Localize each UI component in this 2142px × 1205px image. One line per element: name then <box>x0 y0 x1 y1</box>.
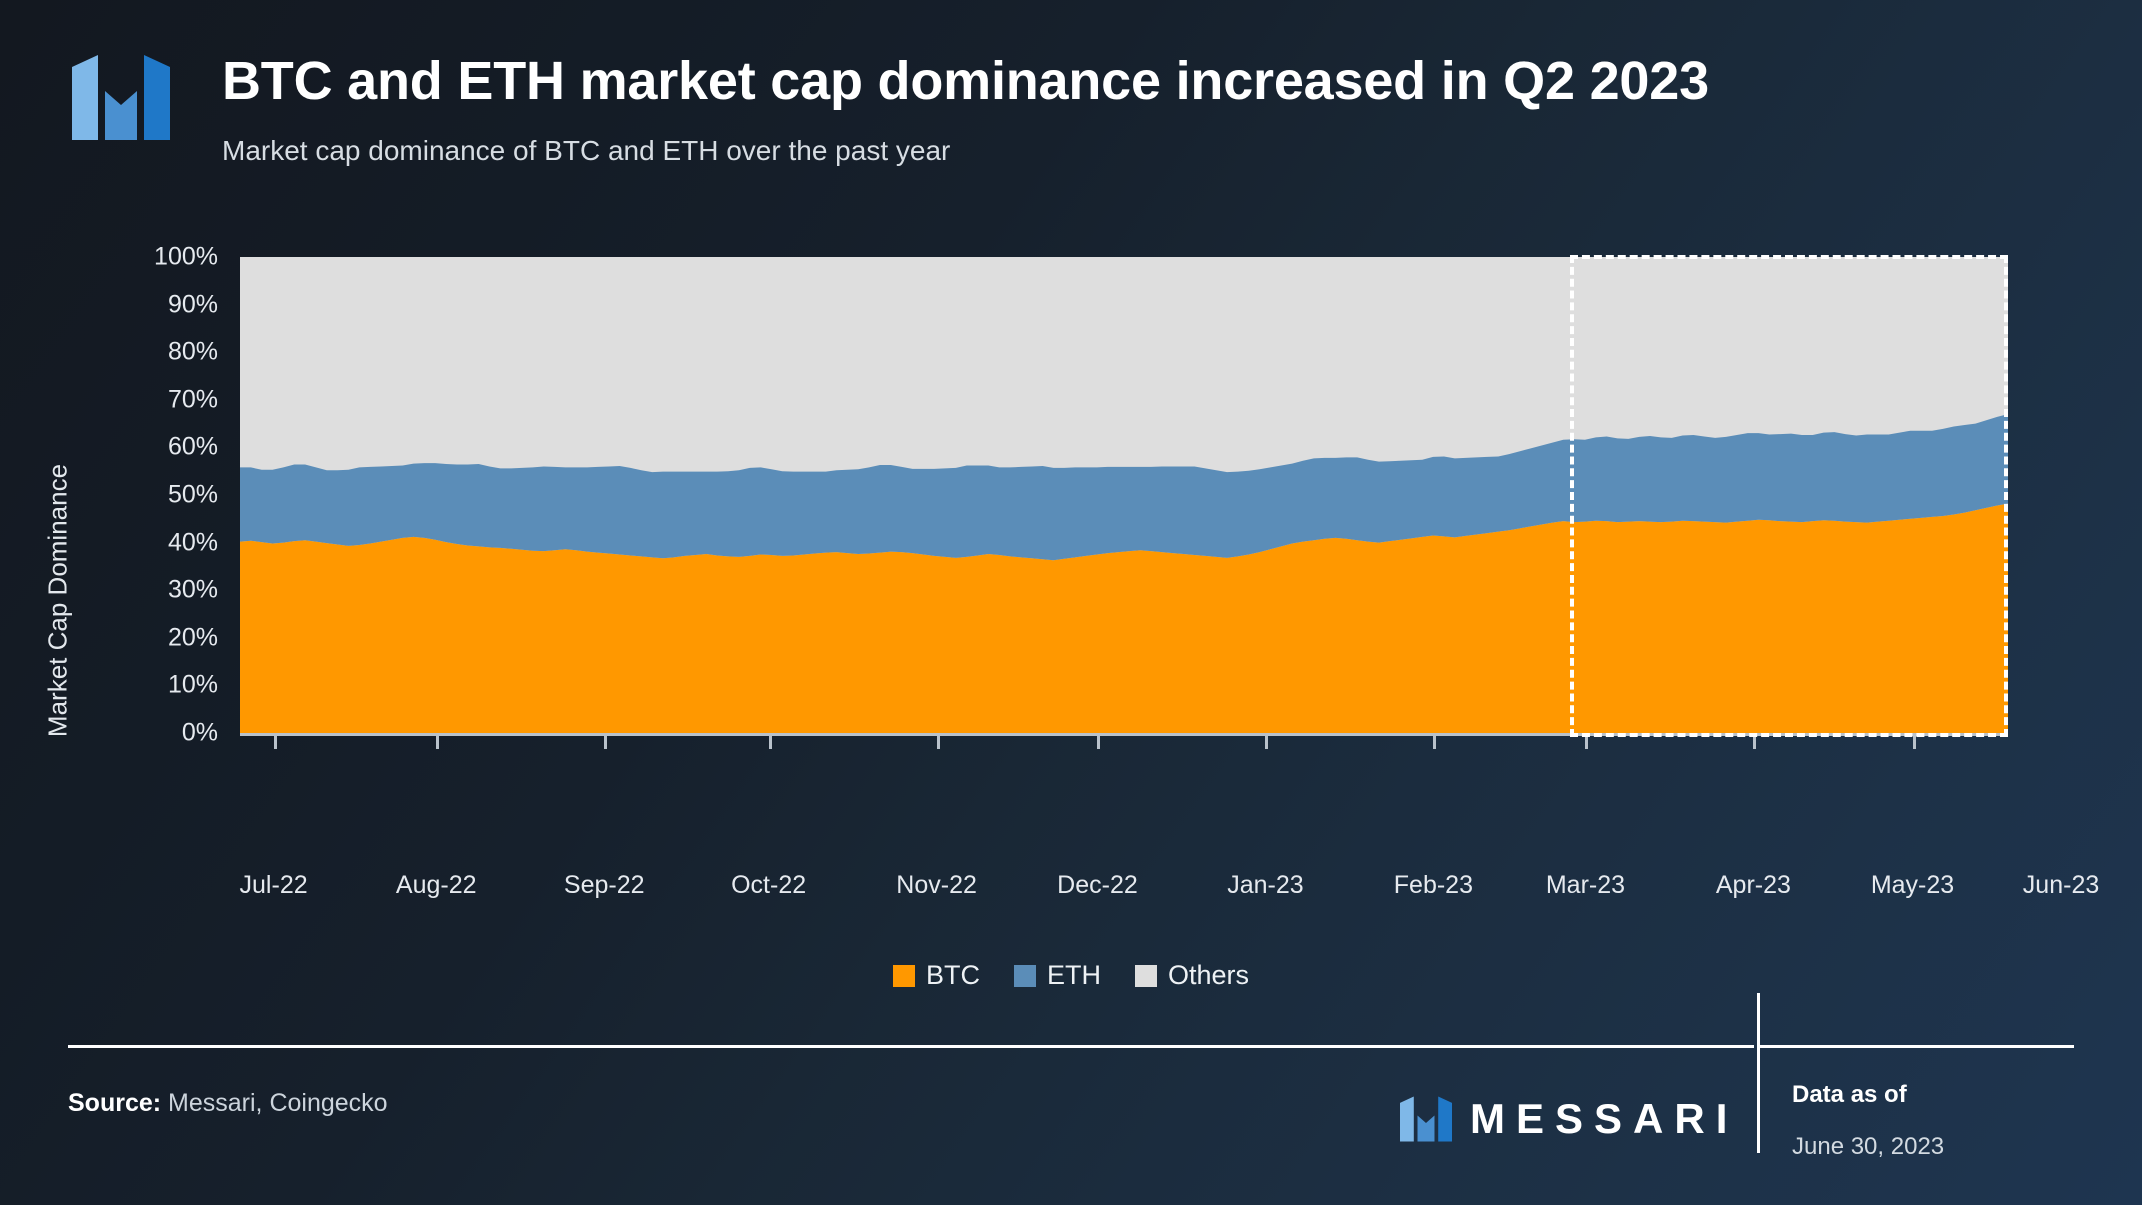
y-tick-label: 0% <box>181 718 218 747</box>
footer-divider-vertical <box>1757 993 1760 1153</box>
x-tickmark <box>1097 733 1101 749</box>
y-tick-label: 30% <box>167 575 218 604</box>
x-tick-label: May-23 <box>1870 871 1955 899</box>
footer-divider-right <box>1760 1045 2074 1048</box>
area-series-others <box>240 257 1998 264</box>
messari-logo-icon <box>72 55 170 140</box>
x-tickmark <box>768 733 772 749</box>
legend-label: Others <box>1167 960 1250 990</box>
page-subtitle: Market cap dominance of BTC and ETH over… <box>222 135 951 166</box>
legend-swatch-icon <box>1134 964 1157 987</box>
area-series-eth <box>240 414 2008 561</box>
x-tickmark <box>436 733 440 749</box>
x-tick-label: Feb-23 <box>1393 871 1473 899</box>
x-tick-label: Nov-22 <box>896 871 977 899</box>
y-tick-label: 40% <box>167 528 218 557</box>
x-tick-label: Apr-23 <box>1715 871 1791 899</box>
legend-item-btc[interactable]: BTC <box>892 960 980 991</box>
x-tick-label: Sep-22 <box>563 871 645 899</box>
y-tick-label: 50% <box>167 480 218 509</box>
y-tick-label: 80% <box>167 337 218 366</box>
legend-swatch-icon <box>1013 964 1036 987</box>
x-tick-label: Jul-22 <box>239 871 308 899</box>
y-tick-label: 20% <box>167 623 218 652</box>
data-as-of-label: Data as of <box>1792 1081 1907 1108</box>
x-tickmark <box>273 733 277 749</box>
y-tick-label: 10% <box>167 670 218 699</box>
x-tickmark <box>936 733 940 749</box>
legend-swatch-icon <box>892 964 915 987</box>
legend-label: ETH <box>1046 960 1101 990</box>
page-header: BTC and ETH market cap dominance increas… <box>0 0 2142 185</box>
page-footer: Source: Messari, Coingecko MESSARI Data … <box>0 993 2142 1205</box>
x-tickmark <box>1265 733 1269 749</box>
source-label: Source: <box>68 1089 162 1117</box>
stacked-area-svg <box>240 257 2008 733</box>
y-tick-label: 100% <box>154 242 218 271</box>
x-axis-ticks: Jul-22 Aug-22 Sep-22 Oct-22 Nov-22 Dec-22 Jan-… <box>0 871 2142 911</box>
x-tickmark <box>604 733 608 749</box>
legend-item-others[interactable]: Others <box>1134 960 1250 991</box>
y-tick-label: 70% <box>167 385 218 414</box>
source-text: Source: Messari, Coingecko <box>68 1089 388 1118</box>
x-tickmark <box>1912 733 1916 749</box>
chart-legend[interactable]: BTC ETH Others <box>0 960 2142 991</box>
x-tick-label: Jun-23 <box>2022 871 2100 899</box>
plot-area <box>240 257 2008 733</box>
x-tick-label: Dec-22 <box>1057 871 1138 899</box>
x-tickmark <box>1585 733 1589 749</box>
y-axis-ticks: 0% 10% 20% 30% 40% 50% 60% 70% 80% 90% 100% <box>100 185 218 1030</box>
x-tick-label: Jan-23 <box>1227 871 1304 899</box>
footer-brand: MESSARI <box>1400 1095 1738 1143</box>
x-axis-line <box>240 733 2008 736</box>
y-tick-label: 90% <box>167 290 218 319</box>
brand-wordmark: MESSARI <box>1470 1095 1739 1142</box>
x-tickmark <box>1433 733 1437 749</box>
area-series-btc <box>240 503 2008 733</box>
x-tick-label: Oct-22 <box>731 871 807 899</box>
page-title: BTC and ETH market cap dominance increas… <box>222 51 1709 111</box>
data-as-of-value: June 30, 2023 <box>1792 1133 1945 1160</box>
legend-item-eth[interactable]: ETH <box>1013 960 1101 991</box>
footer-divider-left <box>68 1045 1754 1048</box>
chart-container: Market Cap Dominance 0% 10% 20% 30% 40% 50% 60… <box>0 185 2142 1030</box>
x-tick-label: Mar-23 <box>1545 871 1626 899</box>
y-axis-title: Market Cap Dominance <box>42 463 73 738</box>
x-tick-label: Aug-22 <box>395 871 477 899</box>
x-tickmark <box>1753 733 1757 749</box>
legend-label: BTC <box>925 960 980 990</box>
messari-logo-icon-footer <box>1400 1096 1452 1142</box>
source-value: Messari, Coingecko <box>161 1089 388 1117</box>
y-tick-label: 60% <box>167 432 218 461</box>
